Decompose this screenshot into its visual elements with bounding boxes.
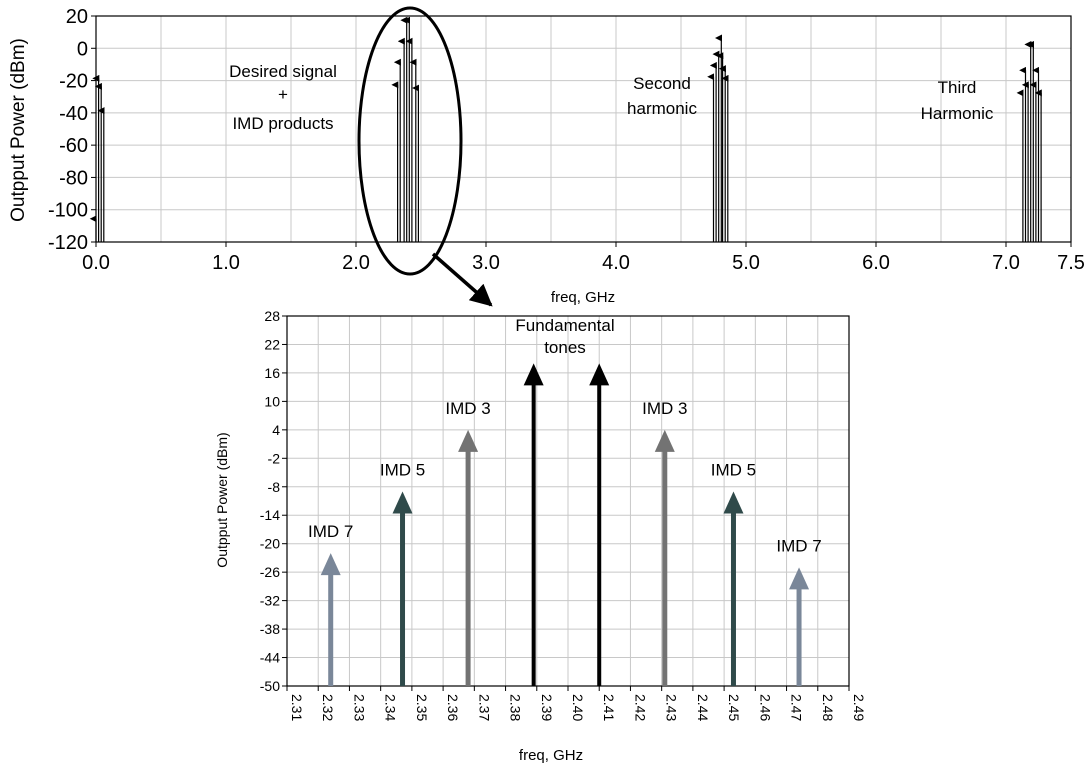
bottom-y-tick-label: -26 xyxy=(260,564,280,580)
bottom-y-tick-label: -38 xyxy=(260,621,280,637)
bottom-x-tick-label: 2.45 xyxy=(726,694,742,721)
bottom-x-tick-label: 2.34 xyxy=(383,694,399,721)
bottom-y-tick-label: -44 xyxy=(260,650,280,666)
top-y-tick-label: 0 xyxy=(77,38,88,60)
bottom-tone-head xyxy=(320,553,341,576)
top-x-tick-label: 5.0 xyxy=(732,252,760,274)
top-y-tick-label: 20 xyxy=(66,6,88,28)
bottom-x-tick-label: 2.46 xyxy=(757,694,773,721)
top-y-tick-label: -20 xyxy=(59,71,88,93)
annotation-fundamental: Fundamental xyxy=(515,316,614,335)
bottom-x-tick-label: 2.33 xyxy=(351,694,367,721)
bottom-tone-labels: IMD 7 IMD 5 IMD 3 IMD 3 IMD 5 IMD 7 xyxy=(308,399,822,556)
bottom-grid xyxy=(286,315,850,687)
bottom-y-tick-label: 28 xyxy=(264,308,280,324)
top-x-tick-label: 4.0 xyxy=(602,252,630,274)
annotation-tones: tones xyxy=(544,338,586,357)
bottom-x-tick-label: 2.41 xyxy=(601,694,617,721)
bottom-tone-label: IMD 3 xyxy=(642,399,687,418)
bottom-x-tick-label: 2.36 xyxy=(445,694,461,721)
bottom-y-tick-label: -14 xyxy=(260,507,280,523)
top-x-tick-label: 3.0 xyxy=(472,252,500,274)
bottom-tone-head xyxy=(789,567,810,590)
bottom-tone-head xyxy=(392,491,413,514)
bottom-y-ticks: 28 22 16 10 4 -2 -8 -14 -20 -26 -32 -38 -44 -50 xyxy=(260,308,287,694)
bottom-y-tick-label: 16 xyxy=(264,365,280,381)
top-x-tick-label: 0.0 xyxy=(82,252,110,274)
bottom-x-tick-label: 2.44 xyxy=(695,694,711,721)
bottom-x-tick-label: 2.35 xyxy=(414,694,430,721)
zoom-ellipse xyxy=(357,6,463,276)
bottom-x-tick-label: 2.39 xyxy=(539,694,555,721)
bottom-tone-label: IMD 5 xyxy=(711,461,756,480)
top-y-tick-label: -100 xyxy=(48,200,88,222)
annotation-harmonic: harmonic xyxy=(627,99,697,118)
bottom-x-axis-label: freq, GHz xyxy=(519,747,583,764)
top-y-tick-label: -40 xyxy=(59,103,88,125)
top-x-axis-label: freq, GHz xyxy=(551,289,615,306)
bottom-tones xyxy=(320,363,810,686)
top-x-tick-label: 1.0 xyxy=(212,252,240,274)
top-x-tick-label: 7.0 xyxy=(992,252,1020,274)
top-x-tick-label: 7.5 xyxy=(1057,252,1085,274)
annotation-third-harmonic: Harmonic xyxy=(921,104,994,123)
bottom-tone-label: IMD 7 xyxy=(308,522,353,541)
bottom-tone-label: IMD 7 xyxy=(776,536,821,555)
zoom-arrow xyxy=(431,252,493,307)
top-plot-frame xyxy=(95,15,1072,243)
annotation-second: Second xyxy=(633,74,691,93)
bottom-x-tick-label: 2.32 xyxy=(320,694,336,721)
bottom-tone-head xyxy=(654,429,675,452)
top-x-tick-label: 2.0 xyxy=(342,252,370,274)
top-tones xyxy=(89,16,1042,242)
bottom-y-tick-label: -50 xyxy=(260,678,280,694)
bottom-y-tick-label: 22 xyxy=(264,336,280,352)
bottom-y-tick-label: 4 xyxy=(272,422,280,438)
top-x-tick-label: 6.0 xyxy=(862,252,890,274)
bottom-tone-head xyxy=(589,363,610,386)
bottom-y-tick-label: -8 xyxy=(268,479,281,495)
top-y-tick-label: -80 xyxy=(59,167,88,189)
bottom-tone-head xyxy=(458,429,479,452)
bottom-tone-label: IMD 5 xyxy=(380,461,425,480)
top-x-ticks: 0.0 1.0 2.0 3.0 4.0 5.0 6.0 7.0 7.5 xyxy=(82,242,1085,274)
top-spectrum-chart: 20 0 -20 -40 -60 -80 -100 -120 0.0 1.0 2.0 3.0 4.0 5… xyxy=(8,6,1085,307)
annotation-desired-signal: Desired signal xyxy=(229,62,337,81)
bottom-y-tick-label: -2 xyxy=(268,450,281,466)
bottom-x-tick-label: 2.49 xyxy=(851,694,867,721)
bottom-x-tick-label: 2.40 xyxy=(570,694,586,721)
bottom-y-tick-label: -32 xyxy=(260,593,280,609)
top-y-tick-label: -60 xyxy=(59,135,88,157)
top-y-ticks: 20 0 -20 -40 -60 -80 -100 -120 xyxy=(48,6,96,254)
top-y-tick-label: -120 xyxy=(48,232,88,254)
bottom-x-ticks: 2.31 2.32 2.33 2.34 2.35 2.36 2.37 2.38 2.39 2.40… xyxy=(286,686,867,721)
top-y-axis-label: Outpput Power (dBm) xyxy=(8,38,29,222)
bottom-x-tick-label: 2.47 xyxy=(789,694,805,721)
bottom-x-tick-label: 2.42 xyxy=(632,694,648,721)
bottom-x-tick-label: 2.48 xyxy=(820,694,836,721)
bottom-tone-label: IMD 3 xyxy=(445,399,490,418)
bottom-y-tick-label: 10 xyxy=(264,393,280,409)
bottom-tone-head xyxy=(723,491,744,514)
bottom-y-tick-label: -20 xyxy=(260,536,280,552)
annotation-plus: + xyxy=(278,85,288,104)
bottom-x-tick-label: 2.31 xyxy=(289,694,305,721)
annotation-third: Third xyxy=(938,78,977,97)
annotation-imd-products: IMD products xyxy=(232,114,333,133)
bottom-tone-head xyxy=(523,363,544,386)
bottom-x-tick-label: 2.38 xyxy=(508,694,524,721)
bottom-y-axis-label: Outpput Power (dBm) xyxy=(214,432,230,567)
bottom-x-tick-label: 2.37 xyxy=(476,694,492,721)
bottom-x-tick-label: 2.43 xyxy=(664,694,680,721)
